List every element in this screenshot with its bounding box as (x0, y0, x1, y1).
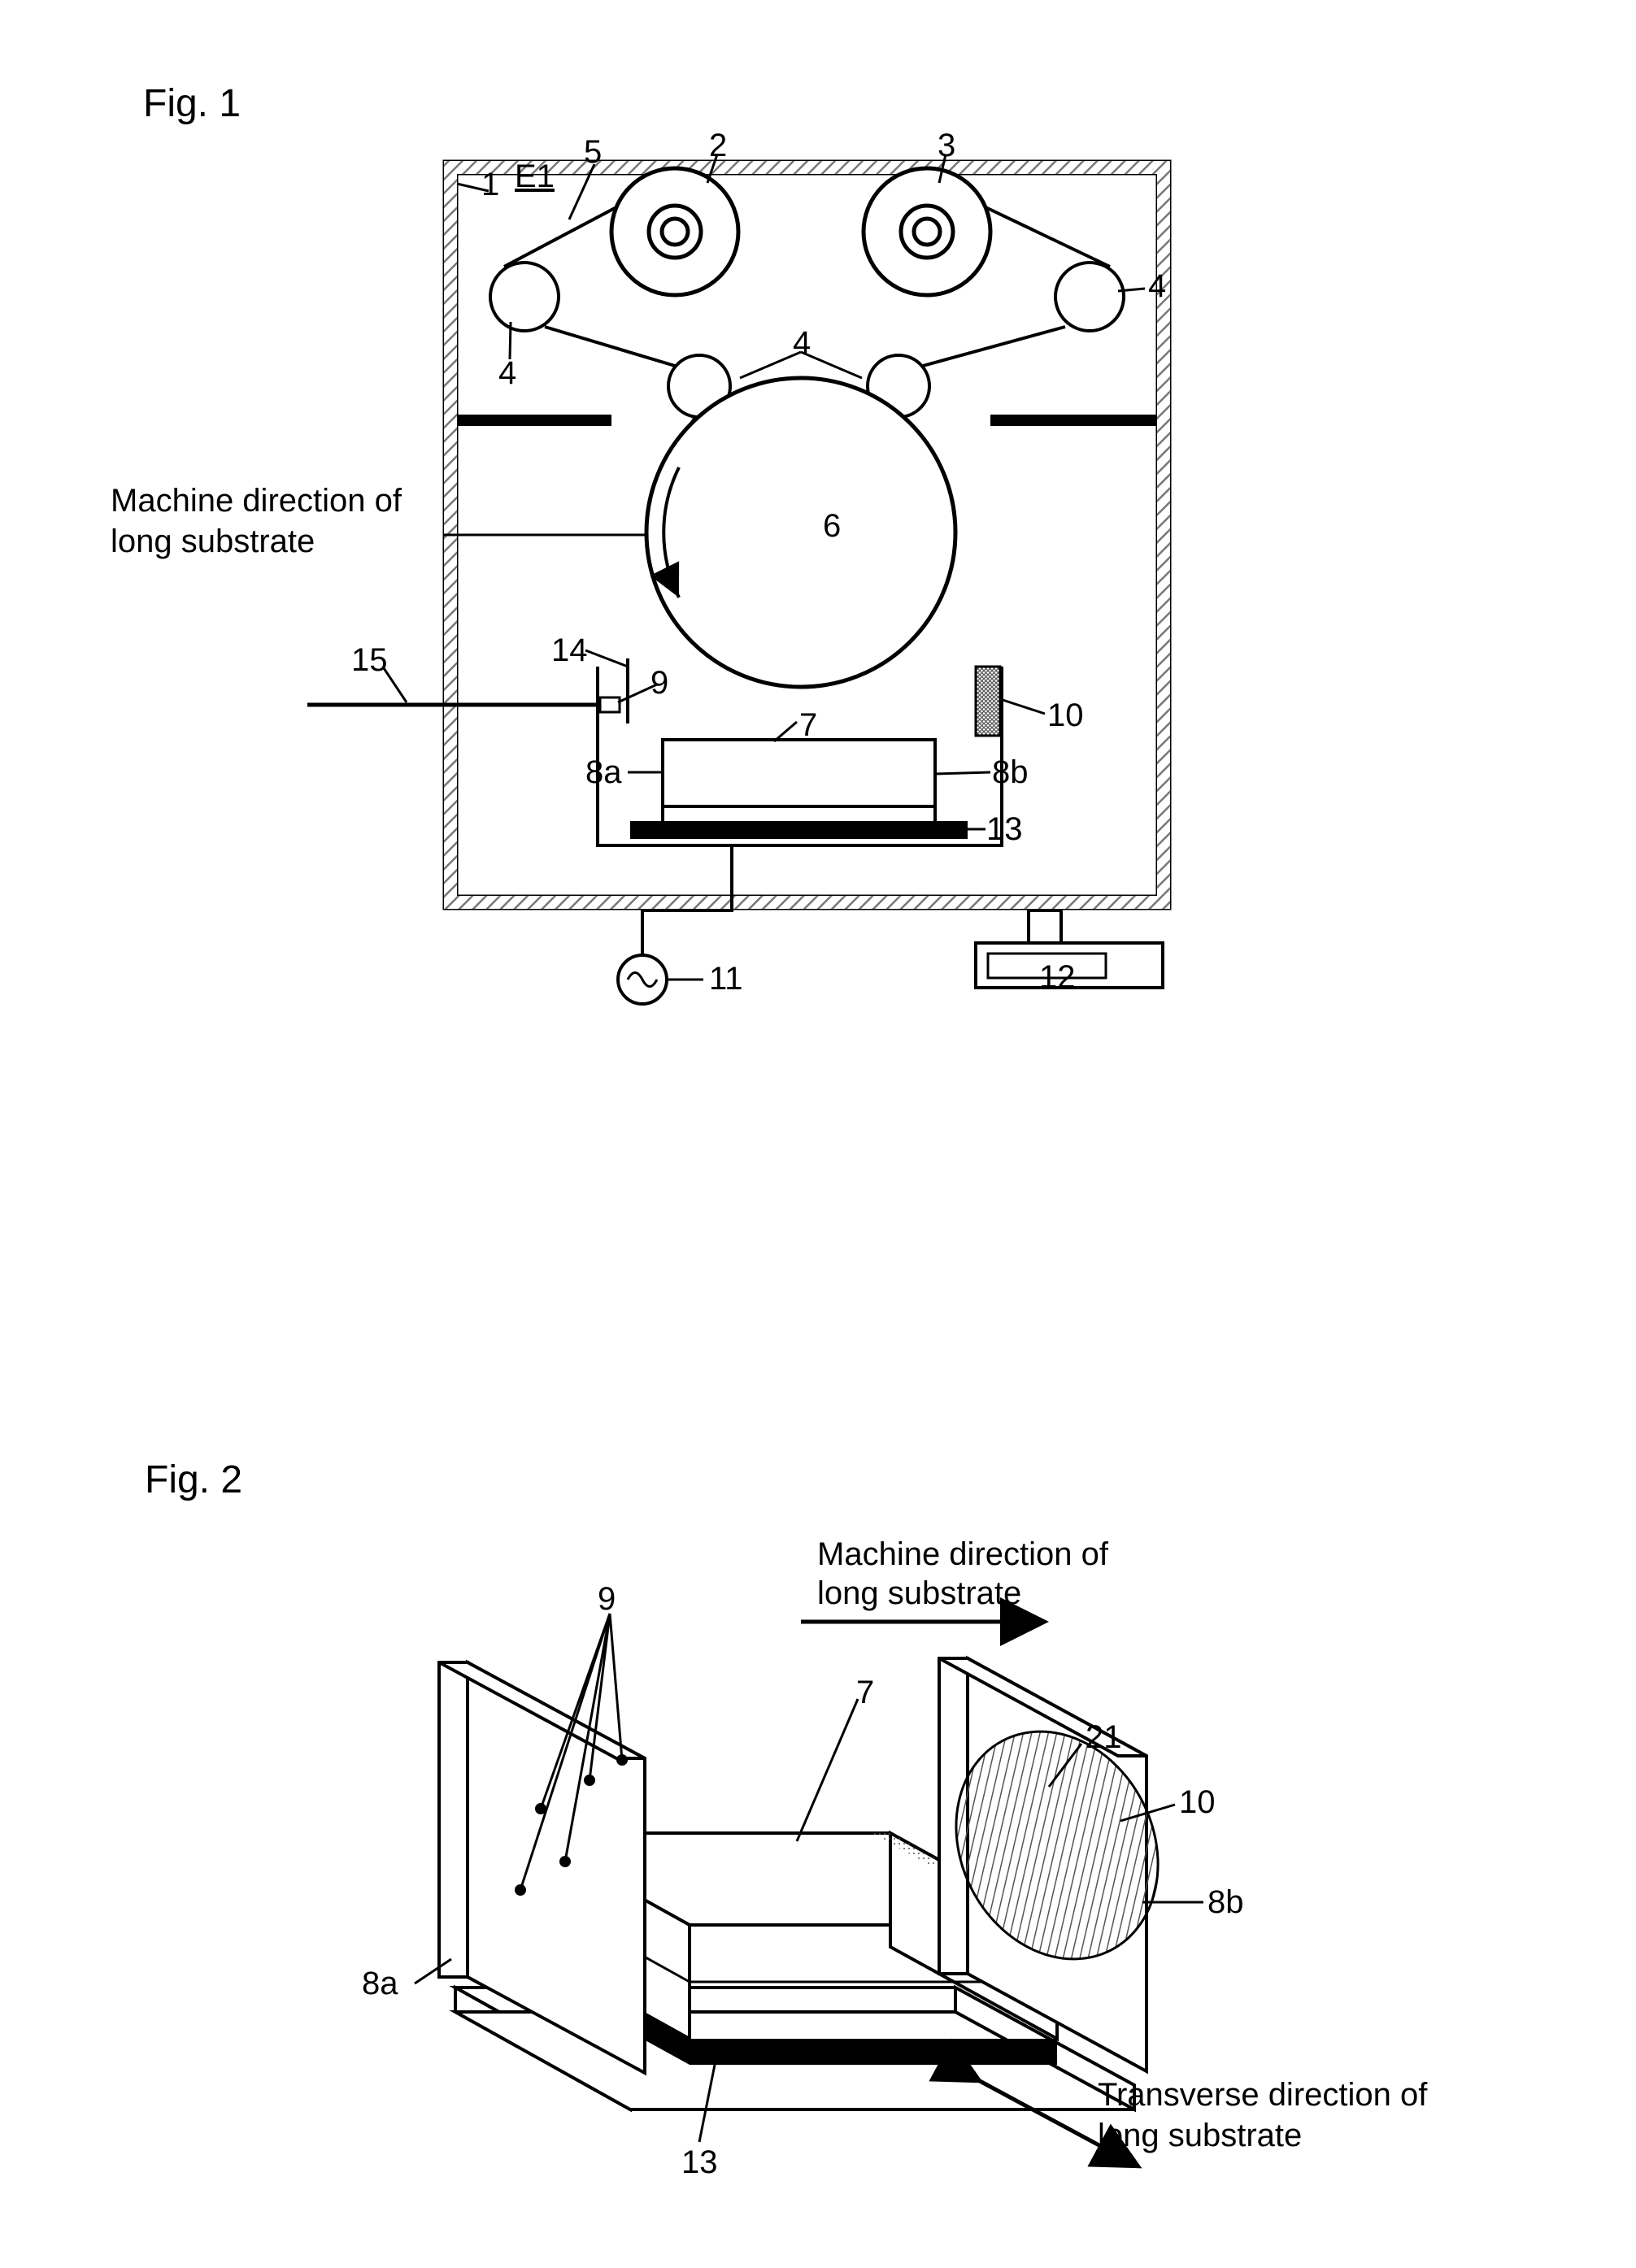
fig1-md-line1: Machine direction of (111, 483, 402, 519)
fig1-label-15: 15 (351, 642, 388, 679)
page: Fig. 1 (0, 0, 1636, 2268)
fig1-label-5: 5 (584, 134, 602, 171)
fig2-label-13: 13 (681, 2144, 718, 2181)
fig1-diagram (0, 98, 1464, 1073)
fig2-label-8b: 8b (1207, 1884, 1244, 1921)
fig1-label-12: 12 (1039, 959, 1076, 996)
fig2-label-8a: 8a (362, 1966, 398, 2002)
fig2-td-line2: long substrate (1098, 2118, 1302, 2154)
fig1-label-1: 1 (481, 167, 499, 203)
fig1-label-11: 11 (709, 961, 743, 997)
fig1-label-4l: 4 (498, 355, 516, 392)
fig1-label-8a: 8a (585, 754, 622, 791)
fig1-label-4m: 4 (793, 325, 811, 362)
fig1-label-14: 14 (551, 632, 588, 669)
fig1-label-6: 6 (823, 508, 841, 545)
fig1-md-line2: long substrate (111, 524, 315, 560)
fig1-label-4r: 4 (1148, 268, 1166, 305)
fig2-label-9: 9 (598, 1581, 616, 1618)
fig1-label-10: 10 (1047, 697, 1084, 734)
fig1-label-7: 7 (799, 707, 817, 744)
fig2-label-7: 7 (856, 1675, 874, 1711)
fig2-md-line1: Machine direction of (817, 1536, 1108, 1573)
fig2-label-21: 21 (1086, 1719, 1122, 1756)
fig1-label-9: 9 (650, 665, 668, 702)
fig1-label-2: 2 (709, 128, 727, 164)
fig1-label-3: 3 (938, 128, 955, 164)
fig2-md-line2: long substrate (817, 1575, 1021, 1612)
fig2-td-line1: Transverse direction of (1098, 2077, 1427, 2114)
fig1-label-8b: 8b (992, 754, 1029, 791)
fig1-e1-label: E1 (515, 159, 555, 195)
fig1-label-13: 13 (986, 811, 1023, 848)
fig2-label-10: 10 (1179, 1784, 1216, 1821)
